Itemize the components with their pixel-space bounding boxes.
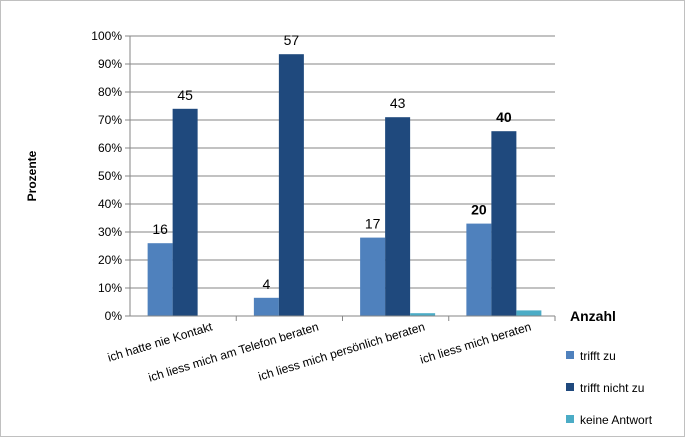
y-tick-label: 0% [105, 309, 123, 323]
y-tick-label: 30% [98, 225, 122, 239]
y-tick-label: 100% [91, 29, 122, 43]
axes [129, 36, 556, 321]
data-label: 45 [177, 87, 193, 103]
y-tick-label: 60% [98, 141, 122, 155]
bar-trifft-zu [360, 237, 386, 316]
y-tick-label: 80% [98, 85, 122, 99]
bar-trifft-nicht-zu [172, 108, 198, 316]
y-tick-label: 70% [98, 113, 122, 127]
data-label: 4 [262, 276, 270, 292]
y-tick-label: 50% [98, 169, 122, 183]
legend-swatch [566, 415, 574, 423]
bar-trifft-zu [466, 223, 492, 316]
bar-keine-Antwort [516, 310, 542, 316]
data-label: 17 [365, 216, 381, 232]
y-tick-label: 20% [98, 253, 122, 267]
y-tick-label: 10% [98, 281, 122, 295]
legend-label: trifft zu [580, 349, 616, 363]
data-label: 16 [152, 221, 168, 237]
bar-trifft-zu [147, 243, 173, 316]
legend-swatch [566, 383, 574, 391]
bars [147, 54, 542, 316]
anzahl-annotation: Anzahl [570, 308, 616, 324]
y-axis-ticks: 0% 10% 20% 30% 40% 50% 60% 70% 80% 90% 100% [91, 29, 130, 323]
data-label: 43 [390, 95, 406, 111]
data-labels: 16 45 4 57 17 43 20 40 [152, 32, 512, 292]
y-tick-label: 90% [98, 57, 122, 71]
bar-keine-Antwort [410, 313, 436, 316]
legend-label: keine Antwort [580, 413, 653, 427]
y-axis-title: Prozente [25, 150, 39, 201]
data-label: 20 [471, 202, 487, 218]
data-label: 57 [284, 32, 300, 48]
bar-trifft-nicht-zu [278, 54, 304, 316]
y-tick-label: 40% [98, 197, 122, 211]
legend-label: trifft nicht zu [580, 381, 644, 395]
legend-swatch [566, 351, 574, 359]
bar-trifft-nicht-zu [385, 117, 411, 316]
data-label: 40 [496, 109, 512, 125]
bar-trifft-zu [253, 297, 279, 316]
bar-trifft-nicht-zu [491, 131, 517, 316]
legend: trifft zu trifft nicht zu keine Antwort [566, 349, 653, 427]
